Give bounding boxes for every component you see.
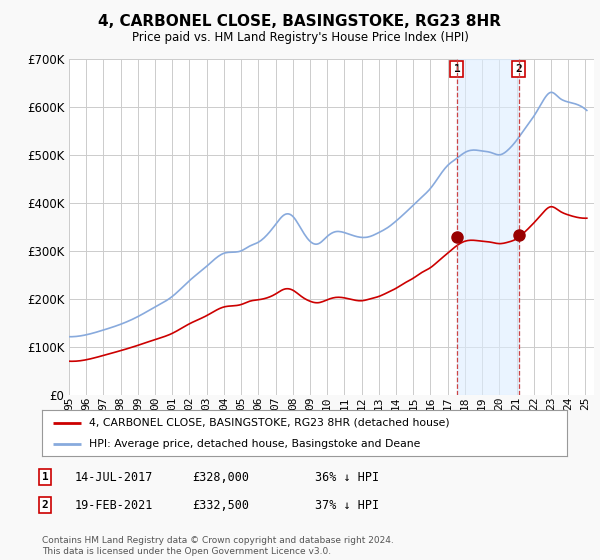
Text: 37% ↓ HPI: 37% ↓ HPI — [315, 498, 379, 512]
Text: 2: 2 — [515, 64, 522, 74]
Bar — [457, 59, 518, 395]
Text: 1: 1 — [454, 64, 460, 74]
Text: 19-FEB-2021: 19-FEB-2021 — [75, 498, 154, 512]
Text: 36% ↓ HPI: 36% ↓ HPI — [315, 470, 379, 484]
Text: £332,500: £332,500 — [192, 498, 249, 512]
Text: 4, CARBONEL CLOSE, BASINGSTOKE, RG23 8HR: 4, CARBONEL CLOSE, BASINGSTOKE, RG23 8HR — [98, 14, 502, 29]
Text: HPI: Average price, detached house, Basingstoke and Deane: HPI: Average price, detached house, Basi… — [89, 439, 421, 449]
Text: Price paid vs. HM Land Registry's House Price Index (HPI): Price paid vs. HM Land Registry's House … — [131, 31, 469, 44]
Text: 2: 2 — [41, 500, 49, 510]
Text: 1: 1 — [41, 472, 49, 482]
Text: 14-JUL-2017: 14-JUL-2017 — [75, 470, 154, 484]
Text: £328,000: £328,000 — [192, 470, 249, 484]
Text: Contains HM Land Registry data © Crown copyright and database right 2024.
This d: Contains HM Land Registry data © Crown c… — [42, 536, 394, 556]
Text: 4, CARBONEL CLOSE, BASINGSTOKE, RG23 8HR (detached house): 4, CARBONEL CLOSE, BASINGSTOKE, RG23 8HR… — [89, 418, 450, 428]
